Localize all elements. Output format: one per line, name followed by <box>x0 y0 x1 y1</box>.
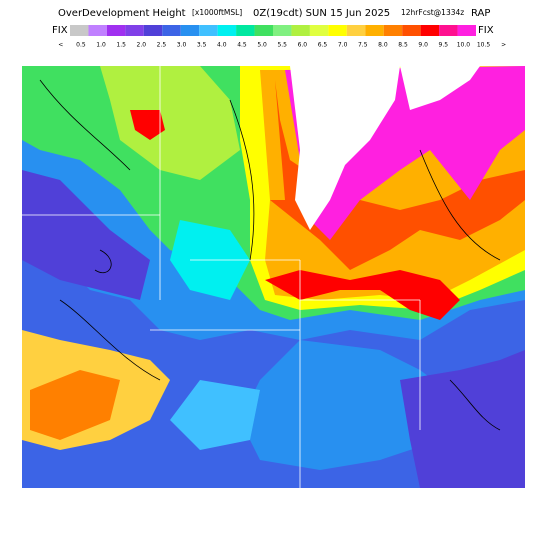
colorbar: <0.5 1.0 1.5 2.0 2.5 3.0 3.5 4.0 4.5 5.0 5.5 6.0 6.5… <box>58 25 506 49</box>
units: [x1000ftMSL] <box>192 8 242 17</box>
color-swatch <box>217 25 237 36</box>
color-swatch <box>439 25 458 36</box>
color-swatch <box>180 25 200 36</box>
colorbar-label: 6.0 <box>298 42 308 49</box>
color-swatch <box>457 25 476 36</box>
color-swatch <box>143 25 163 36</box>
colorbar-label: 10.0 <box>457 42 471 49</box>
title: OverDevelopment Height <box>58 8 186 19</box>
colorbar-label: 4.0 <box>217 42 227 49</box>
colorbar-label: 5.0 <box>257 42 267 49</box>
map <box>22 66 525 488</box>
color-swatch <box>236 25 255 36</box>
colorbar-label: 0.5 <box>76 42 86 49</box>
colorbar-label: < <box>58 42 63 49</box>
color-swatch <box>328 25 347 36</box>
color-swatch <box>383 25 403 36</box>
color-swatch <box>88 25 107 36</box>
colorbar-label: 4.5 <box>237 42 247 49</box>
colorbar-label: 3.5 <box>197 42 207 49</box>
colorbar-label: 1.5 <box>116 42 126 49</box>
color-swatch <box>346 25 366 36</box>
colorbar-label: 5.5 <box>277 42 287 49</box>
color-swatch <box>420 25 440 36</box>
fix-left: FIX <box>52 25 68 36</box>
colorbar-label: 9.5 <box>439 42 449 49</box>
color-swatch <box>162 25 181 36</box>
color-swatch <box>199 25 218 36</box>
color-swatch <box>125 25 144 36</box>
color-swatch <box>106 25 126 36</box>
colorbar-label: 10.5 <box>477 42 491 49</box>
valid-time: 0Z(19cdt) SUN 15 Jun 2025 <box>253 8 390 19</box>
colorbar-label: 9.0 <box>418 42 428 49</box>
color-swatch <box>402 25 421 36</box>
colorbar-label: 8.0 <box>378 42 388 49</box>
fix-right: FIX <box>478 25 494 36</box>
color-swatch <box>254 25 273 36</box>
colorbar-label: 8.5 <box>398 42 408 49</box>
color-swatch <box>273 25 292 36</box>
color-swatch <box>70 25 89 36</box>
colorbar-label: 6.5 <box>318 42 328 49</box>
colorbar-label: 2.5 <box>157 42 167 49</box>
forecast: 12hrFcst@1334z <box>401 8 464 17</box>
color-swatch <box>365 25 384 36</box>
color-swatch <box>309 25 329 36</box>
colorbar-label: 7.5 <box>358 42 368 49</box>
colorbar-label: 3.0 <box>177 42 187 49</box>
colorbar-label: 2.0 <box>137 42 147 49</box>
colorbar-label: 1.0 <box>96 42 106 49</box>
colorbar-label: 7.0 <box>338 42 348 49</box>
model: RAP <box>471 8 490 19</box>
color-swatch <box>291 25 310 36</box>
colorbar-label: > <box>501 42 506 49</box>
